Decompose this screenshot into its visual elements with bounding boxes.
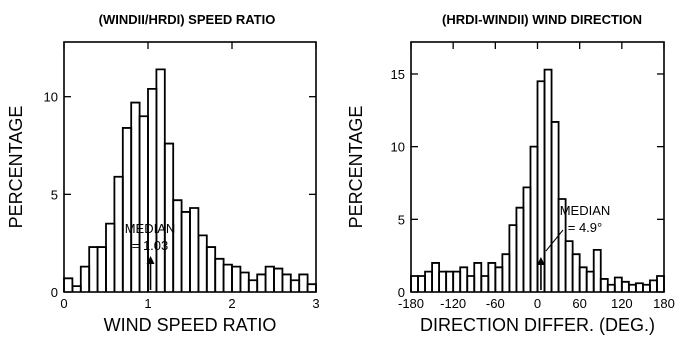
histogram-bin bbox=[96, 246, 107, 292]
histogram-bin bbox=[649, 279, 658, 292]
histogram-bin bbox=[138, 115, 149, 292]
histogram-bin bbox=[130, 101, 141, 292]
histogram-bin bbox=[515, 206, 525, 292]
y-tick-label: 10 bbox=[44, 90, 58, 105]
histogram-bin bbox=[205, 246, 217, 292]
histogram-bin bbox=[155, 68, 166, 292]
histogram-bin bbox=[424, 270, 433, 292]
histogram-bin bbox=[564, 240, 574, 292]
histogram-bin bbox=[180, 211, 191, 292]
histogram-bin bbox=[438, 270, 448, 292]
histogram-bin bbox=[543, 68, 553, 292]
histogram-bin bbox=[289, 279, 301, 292]
histogram-bin bbox=[452, 270, 462, 292]
chart-title: (HRDI-WINDII) WIND DIRECTION bbox=[442, 12, 642, 27]
histogram-bin bbox=[445, 270, 455, 292]
histogram-bin bbox=[585, 270, 595, 292]
y-tick-label: 0 bbox=[51, 285, 58, 300]
histogram-bin bbox=[529, 145, 539, 292]
x-tick-label: 120 bbox=[611, 296, 633, 311]
median-arrow-head bbox=[146, 256, 155, 264]
y-axis-label: PERCENTAGE bbox=[6, 106, 26, 229]
histogram-bin bbox=[105, 222, 116, 292]
median-leader-line bbox=[545, 229, 564, 252]
x-tick-label: -120 bbox=[440, 296, 466, 311]
x-tick-label: 0 bbox=[534, 296, 541, 311]
histogram-bin bbox=[634, 282, 644, 292]
x-tick-label: -60 bbox=[486, 296, 505, 311]
histogram-bin bbox=[522, 186, 532, 292]
histogram-bin bbox=[197, 234, 208, 292]
histogram-bin bbox=[508, 224, 518, 292]
histogram-bin bbox=[281, 273, 292, 292]
histogram-bin bbox=[239, 271, 250, 292]
histogram-bin bbox=[599, 278, 609, 292]
histogram-bin bbox=[163, 142, 175, 292]
histogram-bin bbox=[613, 276, 623, 292]
histogram-bin bbox=[306, 283, 317, 292]
histogram-bin bbox=[571, 253, 581, 292]
y-tick-label: 15 bbox=[391, 67, 405, 82]
chart-title: (WINDII/HRDI) SPEED RATIO bbox=[99, 12, 276, 27]
median-value: = 4.9° bbox=[568, 220, 602, 235]
y-tick-label: 5 bbox=[51, 187, 58, 202]
histogram-bin bbox=[189, 207, 200, 292]
histogram-bin bbox=[273, 267, 284, 292]
median-value: = 1.03 bbox=[132, 238, 169, 253]
x-tick-label: 2 bbox=[228, 296, 235, 311]
histogram-bin bbox=[466, 275, 476, 292]
median-label: MEDIAN bbox=[125, 221, 176, 236]
median-arrow-head bbox=[536, 257, 545, 265]
y-tick-label: 0 bbox=[398, 285, 405, 300]
histogram-bin bbox=[550, 121, 560, 292]
histogram-bin bbox=[63, 277, 74, 292]
histogram-bin bbox=[592, 248, 602, 292]
histogram-bin bbox=[113, 175, 124, 292]
histogram-bin bbox=[410, 275, 419, 292]
x-tick-label: 1 bbox=[144, 296, 151, 311]
histogram-bin bbox=[459, 266, 469, 292]
histogram-bin bbox=[431, 262, 441, 292]
x-tick-label: 3 bbox=[312, 296, 319, 311]
histogram-bin bbox=[480, 275, 490, 292]
y-tick-label: 10 bbox=[391, 140, 405, 155]
x-tick-label: 0 bbox=[60, 296, 67, 311]
x-axis-label: DIRECTION DIFFER. (DEG.) bbox=[420, 315, 655, 335]
histogram-bin bbox=[256, 273, 267, 292]
histogram-bin bbox=[79, 265, 91, 292]
histogram-bin bbox=[417, 275, 426, 292]
histogram-bin bbox=[71, 285, 82, 292]
x-tick-label: 180 bbox=[653, 296, 675, 311]
histogram-bin bbox=[121, 127, 133, 292]
histogram-bin bbox=[656, 275, 665, 292]
histogram-bin bbox=[473, 262, 483, 292]
median-label: MEDIAN bbox=[560, 203, 611, 218]
histogram-bin bbox=[494, 266, 504, 292]
y-tick-label: 5 bbox=[398, 212, 405, 227]
histogram-bin bbox=[578, 266, 588, 292]
histogram-bin bbox=[487, 262, 497, 292]
histogram-bin bbox=[214, 257, 225, 292]
histogram-bin bbox=[172, 199, 183, 292]
histogram-bin bbox=[264, 265, 275, 292]
histogram-bin bbox=[501, 253, 511, 292]
x-tick-label: -180 bbox=[398, 296, 424, 311]
x-tick-label: 60 bbox=[572, 296, 586, 311]
histogram-bin bbox=[606, 283, 616, 292]
y-axis-label: PERCENTAGE bbox=[346, 106, 366, 229]
histogram-bin bbox=[231, 265, 242, 292]
histogram-bin bbox=[642, 283, 651, 292]
histogram-bin bbox=[620, 280, 630, 292]
histogram-bin bbox=[247, 279, 259, 292]
x-axis-label: WIND SPEED RATIO bbox=[104, 315, 277, 335]
histogram-bin bbox=[627, 283, 637, 292]
histogram-bin bbox=[88, 246, 99, 292]
histogram-bin bbox=[298, 273, 309, 292]
histogram-bin bbox=[222, 263, 233, 292]
